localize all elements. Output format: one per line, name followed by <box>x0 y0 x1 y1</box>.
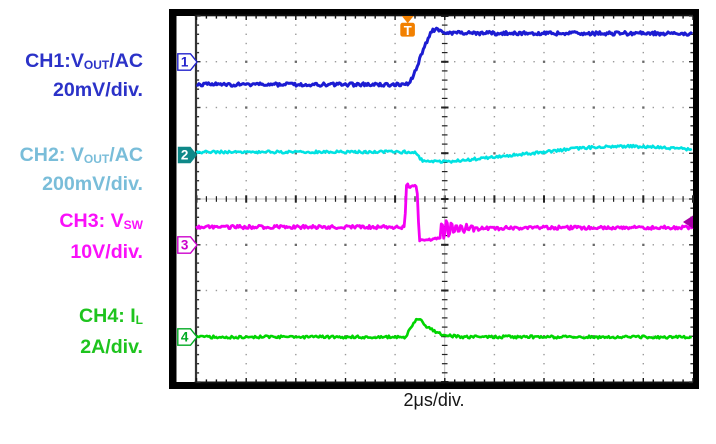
svg-text:3: 3 <box>181 238 189 253</box>
svg-text:1: 1 <box>181 55 189 70</box>
svg-text:2: 2 <box>181 148 189 163</box>
svg-text:4: 4 <box>181 330 189 345</box>
svg-text:T: T <box>404 23 412 38</box>
